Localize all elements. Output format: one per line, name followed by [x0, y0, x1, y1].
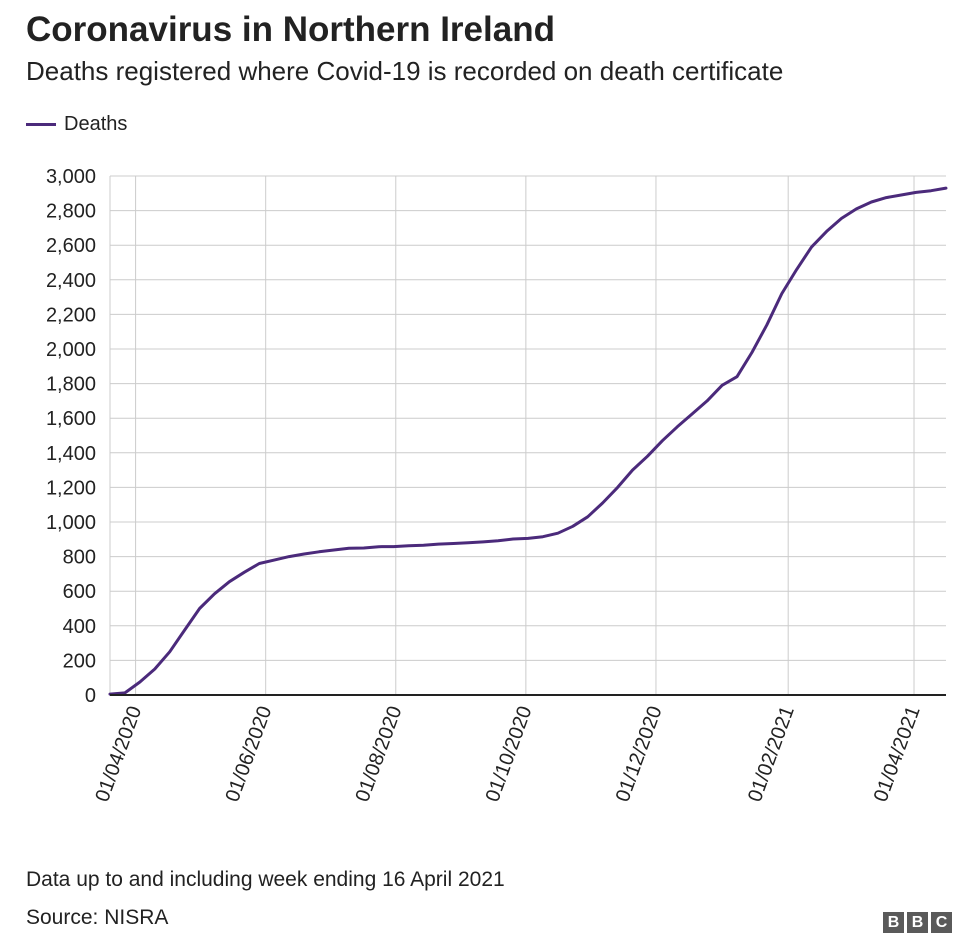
y-tick-label: 1,400: [46, 443, 96, 465]
series-layer: [108, 186, 948, 696]
x-tick-label: 01/10/2020: [482, 703, 537, 805]
y-tick-label: 400: [63, 616, 96, 638]
y-tick-label: 3,000: [46, 166, 96, 188]
chart-subtitle: Deaths registered where Covid-19 is reco…: [26, 56, 784, 86]
bbc-logo: B B C: [883, 912, 952, 933]
legend-label-deaths: Deaths: [64, 113, 128, 135]
chart-title: Coronavirus in Northern Ireland: [26, 10, 555, 49]
x-tick-label: 01/12/2020: [612, 703, 667, 805]
y-tick-label: 2,400: [46, 270, 96, 292]
x-axis-tick-labels: 01/04/2020 01/06/2020 01/08/2020 01/10/2020…: [91, 703, 924, 805]
data-note: Data up to and including week ending 16 …: [26, 868, 505, 891]
y-tick-label: 2,800: [46, 201, 96, 223]
series-line-deaths: [108, 186, 948, 696]
y-tick-label: 1,600: [46, 408, 96, 430]
y-tick-label: 1,800: [46, 374, 96, 396]
y-tick-label: 1,200: [46, 477, 96, 499]
x-tick-label: 01/04/2020: [91, 703, 146, 805]
bbc-logo-letter: B: [883, 912, 904, 933]
legend-swatch-deaths: [26, 123, 56, 126]
line-chart: 0 200 400 600 800 1,000 1,200 1,400 1,600 1,800 2,…: [46, 166, 948, 805]
x-tick-label: 01/02/2021: [744, 703, 799, 805]
y-tick-label: 2,000: [46, 339, 96, 361]
y-tick-label: 2,200: [46, 304, 96, 326]
bbc-logo-letter: C: [931, 912, 952, 933]
y-tick-label: 600: [63, 581, 96, 603]
x-tick-label: 01/04/2021: [870, 703, 925, 805]
legend: Deaths: [26, 113, 127, 136]
y-tick-label: 0: [85, 685, 96, 707]
y-tick-label: 2,600: [46, 235, 96, 257]
x-tick-label: 01/06/2020: [221, 703, 276, 805]
source-credit: Source: NISRA: [26, 906, 169, 929]
gridlines: [109, 175, 946, 695]
y-tick-label: 200: [63, 650, 96, 672]
y-tick-label: 800: [63, 547, 96, 569]
y-axis-tick-labels: 0 200 400 600 800 1,000 1,200 1,400 1,600 1,800 2,…: [46, 166, 96, 707]
bbc-logo-letter: B: [907, 912, 928, 933]
y-tick-label: 1,000: [46, 512, 96, 534]
x-tick-label: 01/08/2020: [352, 703, 407, 805]
